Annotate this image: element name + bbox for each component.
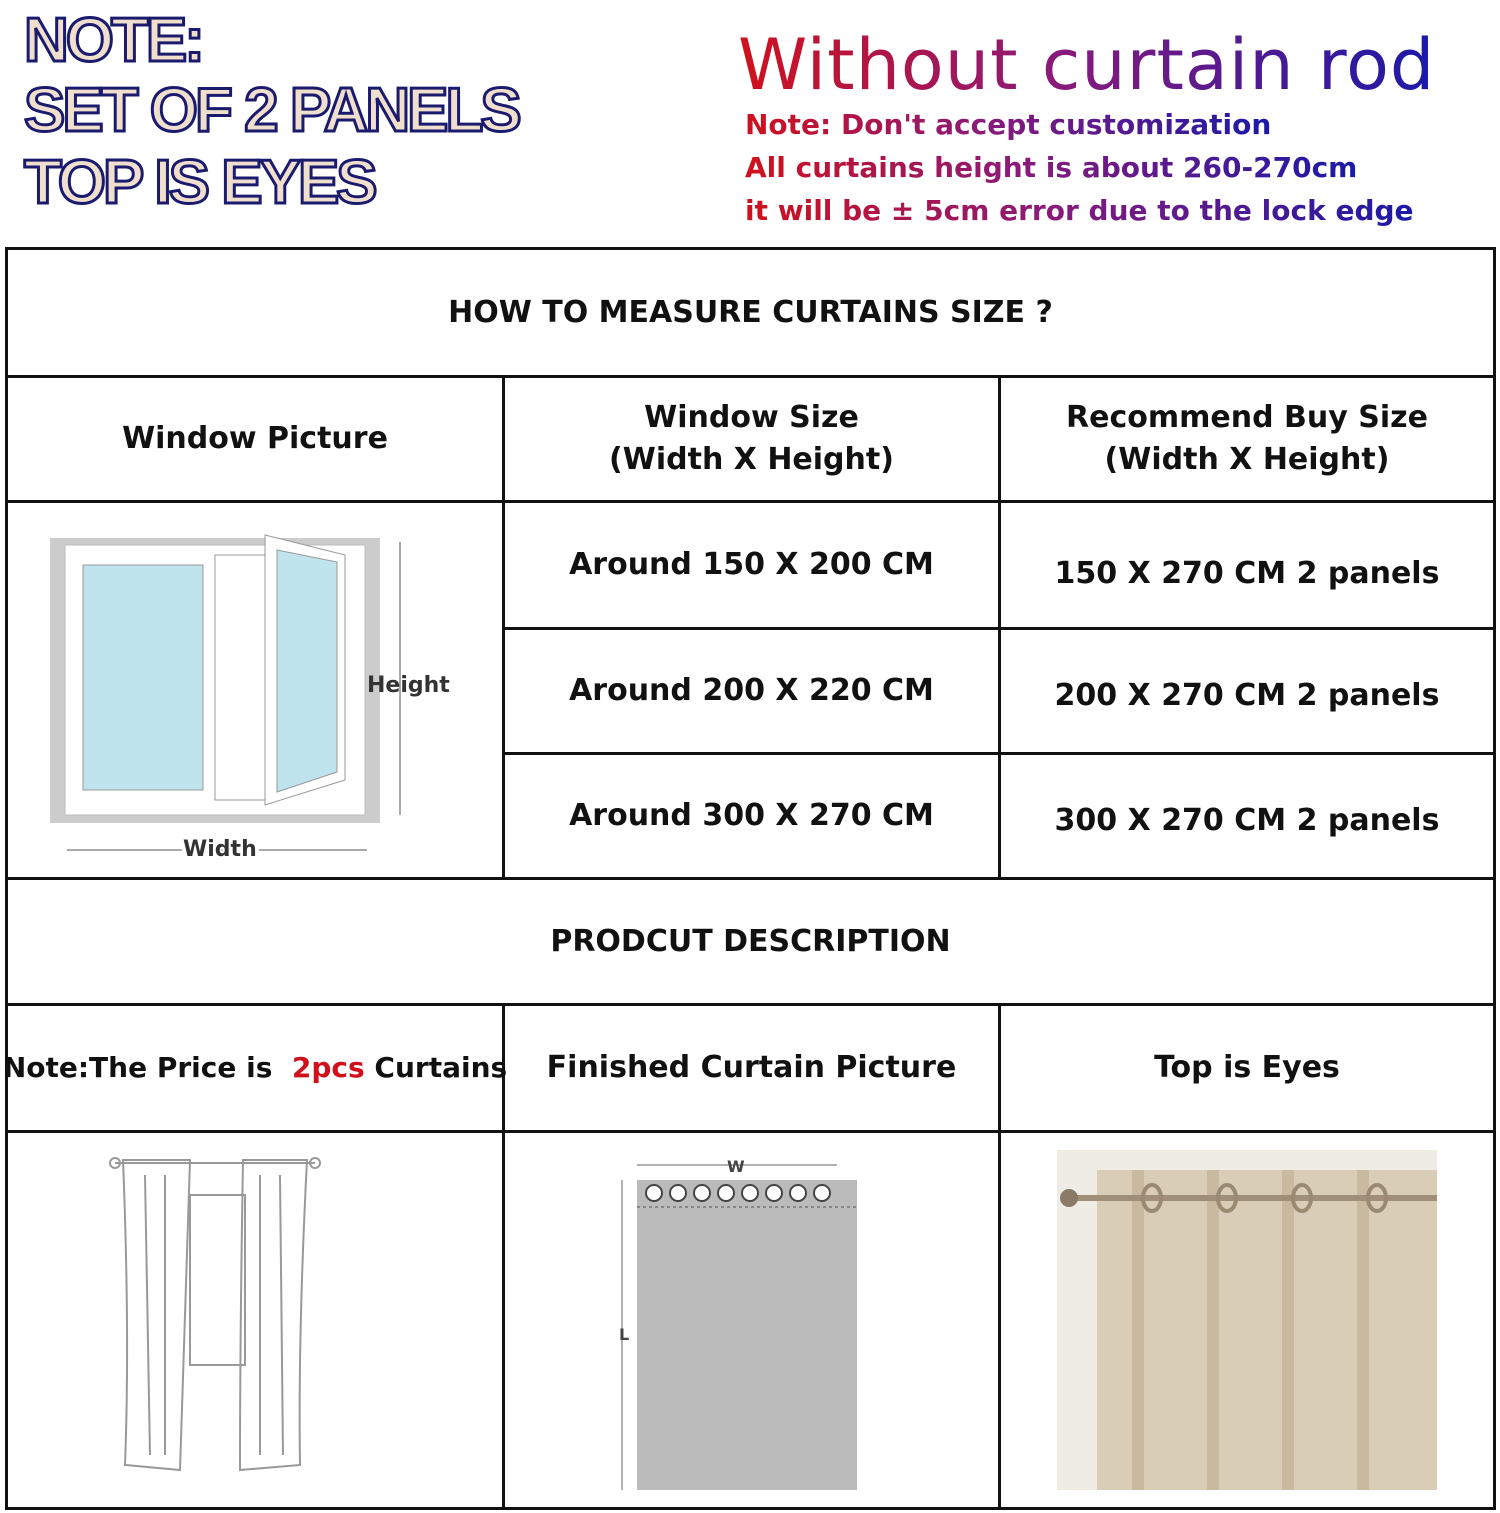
buy-size-value: 300 X 270 CM 2 panels (1054, 803, 1440, 838)
finished-header: Finished Curtain Picture (502, 1003, 1001, 1133)
finished-curtain: W L (502, 1130, 1001, 1510)
header-text: Recommend Buy Size (1066, 400, 1428, 435)
header-picture: Window Picture (5, 375, 505, 503)
w-label: W (727, 1157, 745, 1176)
top-header: Top is Eyes (998, 1003, 1496, 1133)
finished-curtain-diagram: W L (619, 1157, 857, 1490)
price-suffix: Curtains (374, 1051, 508, 1085)
measure-title-text: HOW TO MEASURE CURTAINS SIZE ? (448, 294, 1053, 330)
price-qty: 2pcs (291, 1051, 365, 1085)
header-text: Window Size (644, 400, 859, 435)
note-label: NOTE: (23, 6, 207, 75)
buy-size-value: 200 X 270 CM 2 panels (1054, 678, 1440, 713)
headline-line: All curtains height is about 260-270cm (745, 151, 1358, 184)
width-label: Width (183, 837, 257, 862)
buy-size-cell: 200 X 270 CM 2 panels (998, 627, 1496, 755)
l-label: L (619, 1325, 629, 1344)
buy-size-cell: 150 X 270 CM 2 panels (998, 500, 1496, 630)
top-header-text: Top is Eyes (1154, 1050, 1340, 1085)
buy-size-cell: 300 X 270 CM 2 panels (998, 752, 1496, 880)
window-size-value: Around 300 X 270 CM (569, 798, 934, 833)
price-note: Note:The Price is 2pcs Curtains (2, 1003, 508, 1133)
description-title-text: PRODCUT DESCRIPTION (550, 923, 951, 959)
note-top: TOP IS EYES (23, 148, 380, 217)
description-title: PRODCUT DESCRIPTION (5, 877, 1496, 1006)
window-size-cell: Around 200 X 220 CM (502, 627, 1001, 755)
curtain-sketch (5, 1130, 505, 1510)
buy-size-value: 150 X 270 CM 2 panels (1054, 556, 1440, 591)
measure-title: HOW TO MEASURE CURTAINS SIZE ? (5, 247, 1496, 378)
header-sub: (Width X Height) (1104, 442, 1390, 477)
header-recommend: Recommend Buy Size (Width X Height) (998, 375, 1496, 503)
window-size-cell: Around 300 X 270 CM (502, 752, 1001, 880)
headline-line: it will be ± 5cm error due to the lock e… (745, 194, 1414, 227)
window-size-value: Around 200 X 220 CM (569, 673, 934, 708)
price-prefix: Note:The Price is (2, 1051, 273, 1085)
window-size-value: Around 150 X 200 CM (569, 547, 934, 582)
window-picture: Height Width (5, 500, 505, 880)
window-size-cell: Around 150 X 200 CM (502, 500, 1001, 630)
headline-title: Without curtain rod (738, 24, 1436, 106)
note-panels: SET OF 2 PANELS (23, 76, 524, 145)
eyes-photo (998, 1130, 1496, 1510)
header-window-size: Window Size (Width X Height) (502, 375, 1001, 503)
header-picture-text: Window Picture (122, 421, 388, 456)
finished-header-text: Finished Curtain Picture (546, 1050, 957, 1085)
window-diagram: Height Width (50, 534, 450, 866)
header-sub: (Width X Height) (609, 442, 894, 477)
curtain-sketch-drawing (109, 1157, 321, 1472)
height-label: Height (367, 673, 450, 698)
headline-line: Note: Don't accept customization (745, 108, 1272, 141)
eyelet-curtain-photo (1057, 1150, 1437, 1490)
